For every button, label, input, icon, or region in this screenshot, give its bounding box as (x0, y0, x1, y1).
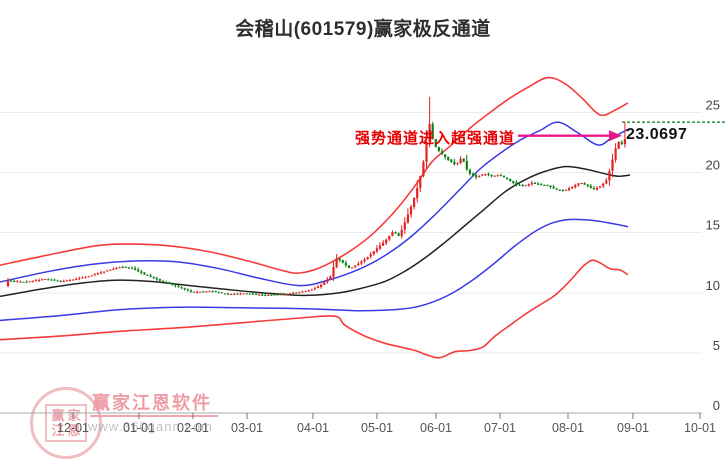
x-axis (0, 412, 702, 419)
channel-lines (0, 76, 631, 359)
channel-line-middle (0, 165, 631, 298)
chart-title: 会稽山(601579)赢家极反通道 (235, 19, 491, 40)
x-tick-label: 08-01 (552, 421, 584, 435)
channel-line-lower_inner (0, 218, 629, 322)
annotation-arrow (518, 130, 622, 142)
candlesticks (6, 96, 626, 297)
watermark-brand-text: 赢家江恩软件 (92, 393, 212, 413)
x-tick-label: 07-01 (484, 421, 516, 435)
x-tick-label: 10-01 (684, 421, 716, 435)
watermark-seal-characters: 赢家江恩 (45, 404, 87, 442)
x-tick-label: 12-01 (57, 421, 89, 435)
current-price-label: 23.0697 (626, 126, 688, 143)
watermark-url: www.360gann.com (88, 419, 213, 434)
seal-char: 恩 (67, 423, 81, 438)
y-tick-label: 5 (713, 338, 720, 353)
channel-line-upper_outer (0, 76, 629, 275)
x-tick-label: 06-01 (420, 421, 452, 435)
seal-char: 家 (67, 408, 81, 423)
x-axis-labels: 12-01 01-01 02-01 03-01 04-01 05-01 06-01 07-01… (57, 421, 716, 435)
x-tick-label: 03-01 (231, 421, 263, 435)
x-tick-label: 05-01 (361, 421, 393, 435)
channel-signal-annotation: 强势通道进入超强通道 (354, 130, 515, 147)
x-tick-label: 04-01 (297, 421, 329, 435)
channel-line-upper_inner (0, 121, 629, 287)
seal-char: 赢 (51, 408, 65, 423)
y-tick-label: 0 (713, 398, 720, 413)
watermark-divider (90, 415, 218, 417)
seal-char: 江 (51, 423, 65, 438)
y-axis-labels: 0 5 10 15 20 25 (706, 98, 720, 414)
x-tick-label: 02-01 (177, 421, 209, 435)
channel-line-lower_outer (0, 259, 629, 359)
y-tick-label: 25 (706, 98, 720, 113)
x-tick-label: 09-01 (617, 421, 649, 435)
y-tick-label: 10 (706, 278, 720, 293)
y-tick-label: 15 (706, 218, 720, 233)
y-tick-label: 20 (706, 158, 720, 173)
grid-lines (0, 112, 702, 354)
x-tick-label: 01-01 (123, 421, 155, 435)
